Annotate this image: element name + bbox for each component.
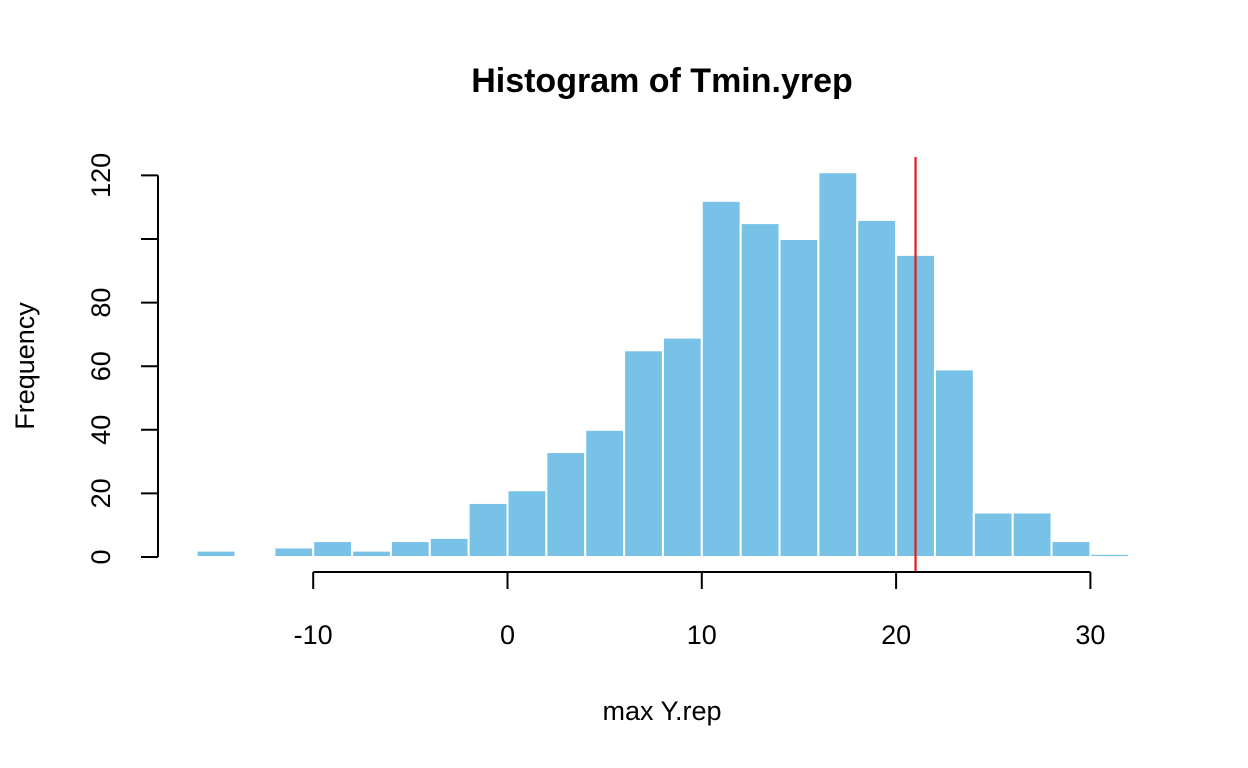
histogram-bar (1089, 552, 1131, 559)
histogram-bar (817, 171, 859, 558)
y-tick-label: 20 (86, 478, 116, 508)
histogram-bar (739, 222, 781, 558)
histogram-bar (778, 238, 820, 558)
histogram-bar (195, 549, 237, 559)
histogram-bar (312, 540, 354, 558)
histogram-bars (195, 171, 1131, 559)
histogram-bar (856, 218, 898, 558)
y-tick-label: 60 (86, 351, 116, 381)
histogram-bar (506, 489, 548, 558)
chart-title: Histogram of Tmin.yrep (471, 62, 853, 100)
y-tick-label: 0 (86, 549, 116, 564)
histogram-bar (700, 199, 742, 558)
x-tick-label: -10 (294, 620, 333, 650)
y-tick-label: 40 (86, 415, 116, 445)
histogram-bar (467, 501, 509, 559)
x-tick-label: 20 (881, 620, 911, 650)
histogram-bar (389, 540, 431, 558)
y-tick-label: 120 (86, 153, 116, 198)
y-axis: 0 20 40 60 80 120 (86, 153, 159, 565)
histogram-bar (623, 349, 664, 558)
histogram-bar (933, 368, 975, 558)
x-axis: -10 0 10 20 30 (294, 571, 1105, 650)
histogram-bar (584, 428, 626, 558)
y-axis-label: Frequency (10, 302, 40, 430)
histogram-bar (351, 549, 392, 559)
y-tick-label: 80 (86, 288, 116, 318)
histogram-bar (1011, 511, 1053, 558)
histogram-bar (1050, 540, 1092, 558)
histogram-bar (428, 536, 470, 558)
histogram-bar (273, 546, 315, 559)
x-tick-label: 30 (1075, 620, 1105, 650)
x-axis-label: max Y.rep (602, 696, 721, 726)
histogram-bar (972, 511, 1014, 558)
x-tick-label: 0 (500, 620, 515, 650)
x-tick-label: 10 (687, 620, 717, 650)
histogram-bar (545, 451, 587, 558)
histogram-bar (661, 336, 703, 558)
